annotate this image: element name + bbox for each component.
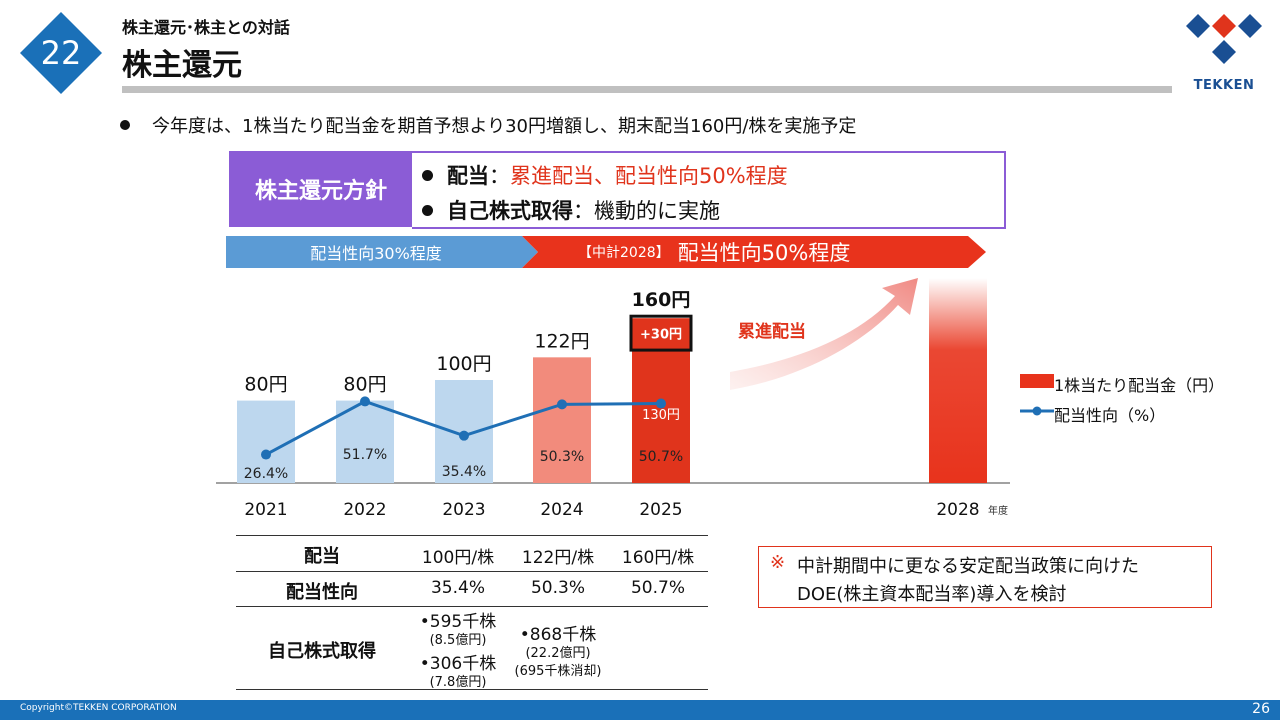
policy-box xyxy=(412,151,1006,229)
table-cell: 50.3% xyxy=(530,578,585,598)
table-cell: 160円/株 xyxy=(621,548,695,568)
policy-dividend-line: 配当：累進配当、配当性向50%程度 xyxy=(422,160,788,190)
policy-buyback-text: 機動的に実施 xyxy=(594,199,720,223)
table-row: 配当性向 35.4% 50.3% 50.7% xyxy=(236,571,708,607)
x-tick-2023: 2023 xyxy=(442,500,485,520)
x-unit-label: 年度 xyxy=(988,504,1008,517)
banner-target-text: 配当性向50%程度 xyxy=(677,241,851,265)
bar-2024 xyxy=(533,357,591,483)
table-cell: 100円/株 xyxy=(421,548,495,568)
dividend-chart: +30円 130円 累進配当 26.4% 51.7% 35.4% 50.3% 50.7% 80… xyxy=(216,278,1010,520)
policy-heading: 株主還元方針 xyxy=(229,151,413,227)
legend-bar-label: 1株当たり配当金（円） xyxy=(1054,376,1225,395)
banner-arrow-left xyxy=(226,236,538,268)
page-title: 株主還元 xyxy=(122,48,242,83)
bullet-dot xyxy=(120,120,130,130)
bullet-dot xyxy=(422,204,433,216)
buyback-2024-cancelled: (695千株消却) xyxy=(514,664,602,679)
buyback-2023-a: •595千株 xyxy=(419,612,497,632)
table-row: 配当 100円/株 122円/株 160円/株 xyxy=(236,535,708,572)
policy-separator: ： xyxy=(489,164,510,188)
increase-label: +30円 xyxy=(640,328,682,343)
policy-dividend-text: 累進配当、配当性向50%程度 xyxy=(510,164,788,188)
table-cell: 50.7% xyxy=(630,578,685,598)
title-divider xyxy=(122,86,1172,93)
dividend-label-2022: 80円 xyxy=(343,374,386,396)
x-tick-2028: 2028 xyxy=(936,500,979,520)
payout-label-2025: 50.7% xyxy=(639,449,683,465)
section-number: 22 xyxy=(40,34,82,72)
dividend-label-2024: 122円 xyxy=(534,330,589,352)
buyback-2024: •868千株 xyxy=(519,625,597,645)
dividend-label-2023: 100円 xyxy=(436,353,491,375)
dividend-label-2025: 160円 xyxy=(632,289,691,311)
row-header: 自己株式取得 xyxy=(268,641,376,662)
footer-bar xyxy=(0,700,1280,720)
banner-arrow-right xyxy=(522,236,986,268)
increase-box xyxy=(629,314,693,352)
banner-left-text: 配当性向30%程度 xyxy=(310,244,442,263)
payout-label-2024: 50.3% xyxy=(540,449,584,465)
policy-separator: ： xyxy=(573,199,594,223)
banner-plan-label: 【中計2028】 xyxy=(578,245,670,261)
copyright: Copyright©TEKKEN CORPORATION xyxy=(20,703,177,713)
doe-note-box xyxy=(758,546,1212,608)
lead-text: 今年度は、1株当たり配当金を期首予想より30円増額し、期末配当160円/株を実施… xyxy=(152,116,857,137)
logo-text: TEKKEN xyxy=(1193,78,1255,93)
payout-label-2022: 51.7% xyxy=(343,447,387,463)
legend-line-marker xyxy=(1032,406,1042,416)
buyback-2023-a-amount: (8.5億円) xyxy=(429,633,487,648)
dividend-label-2021: 80円 xyxy=(244,374,287,396)
note-line-2: DOE(株主資本配当率)導入を検討 xyxy=(797,584,1067,605)
legend-swatches xyxy=(1020,374,1054,416)
row-header: 配当 xyxy=(304,546,340,567)
x-tick-2025: 2025 xyxy=(639,500,682,520)
bar-2021 xyxy=(237,400,295,483)
buyback-2023-b-amount: (7.8億円) xyxy=(429,675,487,690)
policy-buyback-line: 自己株式取得：機動的に実施 xyxy=(422,195,720,225)
x-tick-2022: 2022 xyxy=(343,500,386,520)
payout-label-2023: 35.4% xyxy=(442,464,486,480)
note-mark: ※ xyxy=(770,552,786,573)
badge-diamond xyxy=(20,12,102,94)
forecast-label: 130円 xyxy=(642,408,680,423)
policy-dividend-label: 配当 xyxy=(447,164,489,188)
payout-point-2023 xyxy=(459,430,469,441)
payout-label-2021: 26.4% xyxy=(244,466,288,482)
legend-bar-swatch xyxy=(1020,374,1054,388)
bullet-dot xyxy=(422,169,433,181)
payout-point-2022 xyxy=(360,396,370,407)
bar-2022 xyxy=(336,400,394,483)
payout-banner xyxy=(226,236,986,268)
table-cell: 122円/株 xyxy=(521,548,595,568)
x-tick-2024: 2024 xyxy=(540,500,583,520)
policy-buyback-label: 自己株式取得 xyxy=(447,199,573,223)
legend-line-label: 配当性向（%） xyxy=(1054,406,1166,425)
progressive-label: 累進配当 xyxy=(738,321,806,342)
row-header: 配当性向 xyxy=(286,582,358,603)
table-cell: 35.4% xyxy=(430,578,485,598)
section-label: 株主還元･株主との対話 xyxy=(122,18,290,37)
buyback-2024-amount: (22.2億円) xyxy=(525,646,591,661)
payout-point-2025 xyxy=(656,398,666,409)
bar-2028-target xyxy=(929,278,987,483)
lead-bullet: 今年度は、1株当たり配当金を期首予想より30円増額し、期末配当160円/株を実施… xyxy=(120,112,856,138)
banner-right-text: 【中計2028】 配当性向50%程度 xyxy=(560,236,950,268)
tekken-logo-icon xyxy=(1186,14,1262,64)
note-line-1: 中計期間中に更なる安定配当政策に向けた xyxy=(797,556,1139,577)
buyback-2023-b: •306千株 xyxy=(419,654,497,674)
x-tick-2021: 2021 xyxy=(244,500,287,520)
payout-point-2024 xyxy=(557,399,567,410)
progressive-arrow xyxy=(730,278,918,390)
page-number: 26 xyxy=(1252,701,1270,717)
table-row: 自己株式取得 •595千株 (8.5億円) •306千株 (7.8億円) •86… xyxy=(236,607,708,690)
section-badge xyxy=(20,12,102,94)
payout-point-2021 xyxy=(261,449,271,460)
